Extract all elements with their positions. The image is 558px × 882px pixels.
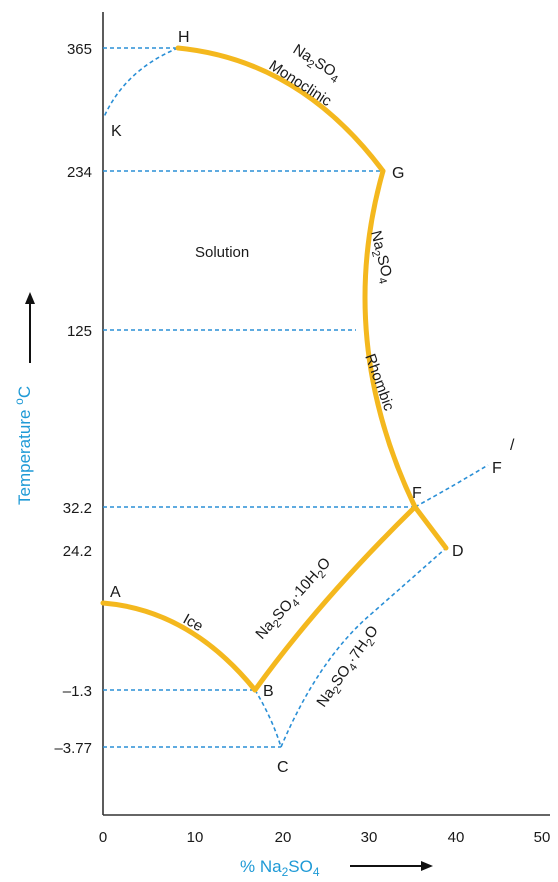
point-label-h: H — [178, 29, 190, 46]
curve-hk — [103, 47, 179, 118]
point-label-c: C — [277, 759, 289, 776]
x-axis-title-suffix: SO — [288, 857, 313, 876]
x-tick-40: 40 — [448, 829, 465, 846]
curve-label-heptahydrate: Na2SO4·7H2O — [313, 623, 384, 712]
x-tick-10: 10 — [187, 829, 204, 846]
curve-bc — [254, 689, 282, 748]
curve-ab-ice — [100, 600, 258, 693]
curve-label-ice: Ice — [180, 611, 206, 636]
point-label-b: B — [263, 683, 274, 700]
x-axis-title-prefix: % Na — [240, 857, 282, 876]
y-axis-title: Temperature oC — [12, 386, 34, 505]
rhombic-formula-sub1: 2 — [369, 249, 382, 258]
curve-fd — [412, 504, 449, 551]
region-label-solution: Solution — [195, 244, 249, 261]
point-label-d: D — [452, 543, 464, 560]
curve-ff-prime — [414, 464, 489, 508]
monoclinic-formula-sub2: 4 — [328, 73, 340, 86]
x-tick-50: 50 — [534, 829, 551, 846]
monoclinic-formula-sub1: 2 — [305, 58, 317, 71]
x-tick-30: 30 — [361, 829, 378, 846]
heptahydrate-sub3: 2 — [364, 637, 377, 649]
curve-bf-decahydrate — [252, 504, 418, 693]
y-axis-title-main: Temperature — [15, 405, 34, 505]
point-label-g: G — [392, 165, 404, 182]
y-axis-arrow-head — [25, 292, 35, 304]
y-tick-minus-1-3: –1.3 — [63, 683, 92, 700]
curve-label-rhombic-formula: Na2SO4 — [364, 229, 396, 285]
y-tick-125: 125 — [67, 323, 92, 340]
x-axis-title: % Na2SO4 — [240, 857, 320, 879]
y-tick-365: 365 — [67, 41, 92, 58]
rhombic-formula-base: Na — [367, 229, 388, 252]
point-label-f-prime: F — [492, 460, 502, 477]
point-label-f-prime-mark: / — [510, 437, 515, 454]
rhombic-formula-mid: SO — [373, 253, 395, 278]
heptahydrate-sub2: 4 — [347, 662, 360, 674]
x-tick-0: 0 — [99, 829, 107, 846]
heptahydrate-sub1: 2 — [331, 684, 344, 696]
y-tick-32-2: 32.2 — [63, 500, 92, 517]
x-tick-20: 20 — [275, 829, 292, 846]
curve-gh-monoclinic — [175, 45, 386, 174]
x-axis-arrow-head — [421, 861, 433, 871]
point-label-a: A — [110, 584, 121, 601]
curve-fg-rhombic — [362, 168, 418, 510]
y-tick-minus-3-77: –3.77 — [54, 740, 92, 757]
curve-label-rhombic-word: Rhombic — [361, 352, 397, 414]
curve-cd — [280, 547, 447, 748]
x-axis-title-sub: 2 — [282, 865, 289, 879]
y-axis-title-end: C — [15, 386, 34, 398]
x-axis-title-sub2: 4 — [313, 865, 320, 879]
curve-label-decahydrate: Na2SO4·10H2O — [252, 554, 336, 644]
point-label-f: F — [412, 485, 422, 502]
y-tick-24-2: 24.2 — [63, 543, 92, 560]
heptahydrate-tail: O — [361, 623, 382, 642]
y-axis-title-sup: o — [12, 398, 26, 405]
point-label-k: K — [111, 123, 122, 140]
rhombic-formula-sub2: 4 — [376, 276, 389, 285]
y-tick-234: 234 — [67, 164, 92, 181]
